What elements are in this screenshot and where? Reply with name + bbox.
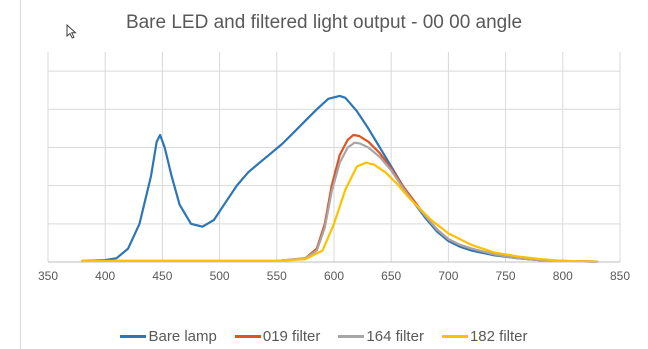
legend-item-1: 019 filter xyxy=(234,328,321,345)
series-line-1 xyxy=(81,133,599,263)
legend-swatch-3 xyxy=(441,335,468,338)
chart-title: Bare LED and filtered light output - 00 … xyxy=(125,12,523,33)
x-tick-label-9: 800 xyxy=(553,269,573,283)
legend-label-2: 164 filter xyxy=(366,328,424,345)
legend-swatch-0 xyxy=(120,335,147,338)
series-line-2 xyxy=(81,141,599,263)
series-line-3 xyxy=(81,161,599,263)
x-tick-label-8: 750 xyxy=(496,269,516,283)
mouse-cursor-icon xyxy=(66,24,77,39)
gridlines xyxy=(47,52,621,262)
series-lines xyxy=(81,94,599,263)
x-tick-label-6: 650 xyxy=(381,269,401,283)
x-tick-label-7: 700 xyxy=(438,269,458,283)
legend-item-2: 164 filter xyxy=(338,328,424,345)
x-tick-label-0: 350 xyxy=(38,269,58,283)
legend-label-3: 182 filter xyxy=(469,328,528,345)
x-tick-label-4: 550 xyxy=(267,269,287,283)
plot-area: 350 400 450 500 550 600 650 700 750 800 850 xyxy=(38,52,630,283)
legend-item-3: 182 filter xyxy=(441,328,528,345)
x-axis-tick-labels: 350 400 450 500 550 600 650 700 750 800 850 xyxy=(38,269,630,283)
legend-swatch-1 xyxy=(234,335,261,338)
x-tick-label-3: 500 xyxy=(210,269,230,283)
x-tick-label-2: 450 xyxy=(152,269,172,283)
legend-swatch-2 xyxy=(338,335,365,338)
x-tick-label-5: 600 xyxy=(324,269,344,283)
x-tick-label-10: 850 xyxy=(610,269,630,283)
legend-label-0: Bare lamp xyxy=(148,328,217,345)
legend-item-0: Bare lamp xyxy=(120,328,217,345)
legend-label-1: 019 filter xyxy=(262,328,321,345)
x-tick-label-1: 400 xyxy=(95,269,115,283)
legend: Bare lamp 019 filter 164 filter 182 filter xyxy=(0,328,648,345)
series-line-0 xyxy=(81,94,599,263)
chart-frame xyxy=(20,0,648,349)
